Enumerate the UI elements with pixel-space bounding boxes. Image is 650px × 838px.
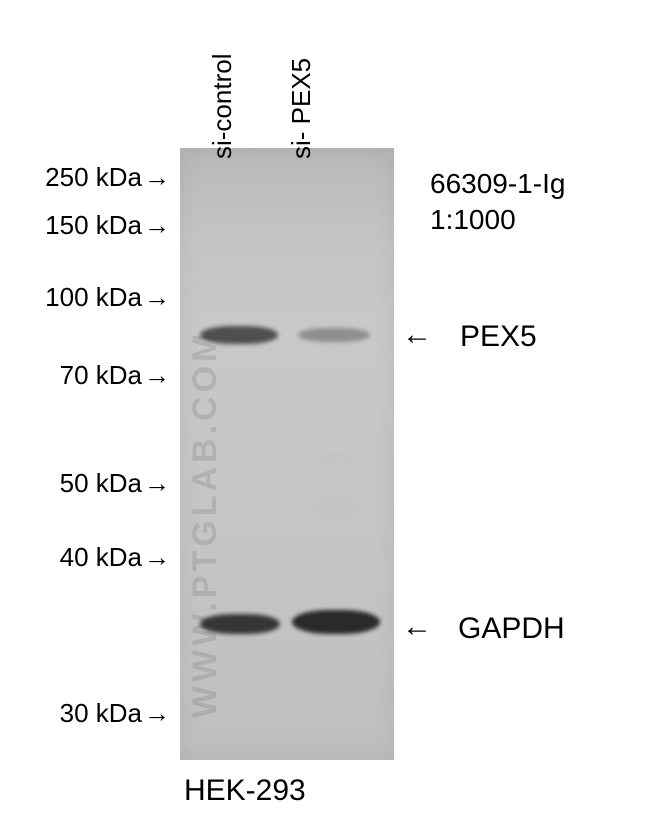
mw-text-70: 70 kDa [60, 360, 142, 390]
mw-text-50: 50 kDa [60, 468, 142, 498]
arrow-right-icon: → [144, 468, 170, 499]
arrow-right-icon: → [144, 162, 170, 193]
mw-label-50: 50 kDa→ [44, 468, 170, 499]
faint-band-3 [302, 546, 372, 564]
mw-text-250: 250 kDa [45, 162, 142, 192]
cell-line-label: HEK-293 [184, 774, 306, 808]
lane-label-2: si- PEX5 [286, 58, 317, 159]
mw-label-70: 70 kDa→ [44, 360, 170, 391]
band-gapdh-lane2 [292, 610, 380, 634]
western-blot-figure: WWW.PTGLAB.COM si-control si- PEX5 250 k… [0, 0, 650, 838]
band-label-pex5: PEX5 [460, 320, 537, 354]
mw-label-30: 30 kDa→ [44, 698, 170, 729]
arrow-right-icon: → [144, 210, 170, 241]
faint-band-1 [302, 448, 372, 470]
arrow-right-icon: → [144, 542, 170, 573]
arrow-right-icon: → [144, 360, 170, 391]
band-gapdh-lane1 [200, 614, 280, 634]
arrow-left-icon-gapdh: ← [402, 610, 432, 644]
faint-band-2 [302, 498, 372, 518]
mw-label-40: 40 kDa→ [44, 542, 170, 573]
mw-label-250: 250 kDa→ [30, 162, 170, 193]
mw-label-100: 100 kDa→ [30, 282, 170, 313]
mw-text-30: 30 kDa [60, 698, 142, 728]
antibody-catalog: 66309-1-Ig [430, 168, 565, 200]
mw-text-150: 150 kDa [45, 210, 142, 240]
watermark-text: WWW.PTGLAB.COM [186, 330, 225, 718]
band-pex5-lane2 [298, 328, 370, 342]
arrow-left-icon-pex5: ← [402, 318, 432, 352]
arrow-right-icon: → [144, 282, 170, 313]
blot-membrane: WWW.PTGLAB.COM [180, 148, 394, 760]
band-pex5-lane1 [200, 326, 278, 344]
antibody-dilution: 1:1000 [430, 204, 516, 236]
band-label-gapdh: GAPDH [458, 612, 565, 646]
mw-text-40: 40 kDa [60, 542, 142, 572]
arrow-right-icon: → [144, 698, 170, 729]
mw-text-100: 100 kDa [45, 282, 142, 312]
mw-label-150: 150 kDa→ [30, 210, 170, 241]
lane-label-1: si-control [207, 54, 238, 159]
